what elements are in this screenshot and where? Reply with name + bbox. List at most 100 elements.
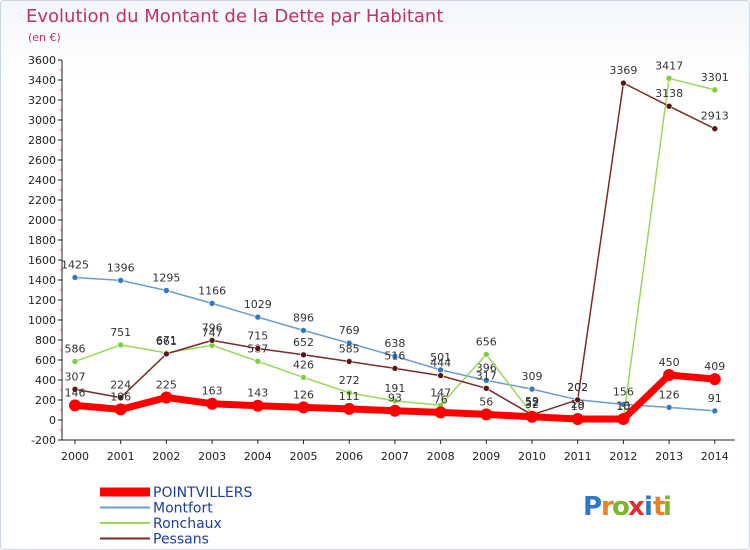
brand-logo-letter: P (583, 492, 602, 522)
data-label-pessans: 661 (156, 335, 177, 348)
data-point-pointvillers (160, 391, 173, 404)
data-point-montfort (254, 313, 262, 321)
data-label-montfort: 1029 (244, 298, 272, 311)
legend-label-pointvillers: POINTVILLERS (153, 485, 252, 501)
y-tick-label: 1800 (28, 234, 56, 247)
y-tick-label: 3600 (28, 54, 56, 67)
data-label-ronchaux: 3417 (655, 59, 683, 72)
data-label-pointvillers: 56 (479, 395, 493, 408)
data-point-pessans (300, 351, 307, 359)
x-tick-label: 2006 (335, 450, 363, 463)
data-point-montfort (163, 287, 170, 294)
data-point-pointvillers (297, 401, 310, 414)
data-point-ronchaux (117, 341, 124, 349)
data-point-pointvillers (388, 404, 401, 417)
data-label-ronchaux: 747 (202, 326, 223, 339)
data-point-montfort (711, 407, 719, 415)
brand-logo-letter: x (628, 492, 645, 522)
y-tick-label: 2200 (28, 194, 56, 207)
data-point-pointvillers (526, 410, 538, 423)
y-tick-label: 3400 (28, 74, 56, 87)
legend-label-pessans: Pessans (153, 532, 209, 548)
legend-label-ronchaux: Ronchaux (153, 516, 222, 532)
data-point-montfort (665, 404, 673, 411)
data-point-pessans (482, 384, 490, 392)
data-label-montfort: 1166 (198, 284, 226, 297)
data-label-pointvillers: 10 (571, 400, 585, 413)
data-label-pessans: 317 (476, 369, 497, 382)
data-point-pointvillers (114, 403, 127, 416)
data-label-montfort: 1295 (152, 272, 180, 285)
chart-title: Evolution du Montant de la Dette par Hab… (26, 6, 444, 27)
data-label-montfort: 638 (384, 337, 405, 350)
legend-label-montfort: Montfort (153, 501, 213, 517)
data-label-pessans: 224 (110, 379, 131, 392)
data-label-montfort: 202 (567, 381, 588, 394)
data-point-pessans (71, 385, 79, 393)
data-label-pointvillers: 76 (434, 393, 448, 406)
data-label-pointvillers: 126 (293, 388, 314, 401)
data-label-pessans: 307 (65, 370, 86, 383)
data-label-pessans: 2913 (701, 110, 729, 123)
brand-logo-letter: r (601, 492, 614, 522)
data-point-pointvillers (434, 406, 447, 419)
data-label-pointvillers: 163 (202, 385, 223, 398)
data-label-ronchaux: 751 (110, 326, 131, 339)
data-label-pessans: 3369 (609, 64, 637, 77)
data-point-ronchaux (391, 397, 399, 405)
data-point-pointvillers (206, 397, 219, 410)
data-label-pessans: 3138 (655, 87, 683, 100)
data-label-pointvillers: 146 (65, 386, 86, 399)
data-label-montfort: 1425 (61, 259, 89, 272)
data-label-montfort: 126 (659, 388, 680, 401)
y-tick-label: 1000 (28, 314, 56, 327)
data-label-pessans: 52 (525, 396, 539, 409)
data-point-pessans (437, 372, 444, 379)
data-label-pointvillers: 225 (156, 379, 177, 392)
brand-logo-letter: i (644, 492, 653, 522)
data-point-pessans (574, 396, 582, 404)
data-label-pointvillers: 32 (525, 398, 539, 411)
data-point-pointvillers (480, 408, 493, 421)
data-point-montfort (482, 377, 490, 384)
data-label-pointvillers: 111 (339, 390, 360, 403)
data-point-pointvillers (251, 399, 264, 412)
y-tick-label: 2000 (28, 214, 56, 227)
data-point-pessans (163, 350, 170, 358)
brand-logo-letter: i (663, 492, 672, 522)
data-label-ronchaux: 147 (430, 386, 451, 399)
data-label-pessans: 202 (567, 381, 588, 394)
data-label-pointvillers: 106 (110, 390, 131, 403)
data-point-montfort (117, 277, 124, 284)
data-label-ronchaux: 656 (476, 335, 497, 348)
data-point-montfort (391, 352, 399, 360)
data-label-ronchaux: 671 (156, 334, 177, 347)
data-point-montfort (345, 339, 353, 347)
data-label-pessans: 444 (430, 357, 451, 370)
data-point-pessans (665, 102, 673, 110)
y-tick-label: 2600 (28, 154, 56, 167)
data-point-pessans (208, 337, 216, 344)
data-point-ronchaux (254, 357, 262, 365)
data-point-pointvillers (663, 369, 676, 381)
data-label-pointvillers: 409 (704, 360, 725, 373)
data-point-montfort (71, 274, 79, 281)
data-label-ronchaux: 272 (339, 374, 360, 387)
series-line-pessans (74, 82, 716, 416)
x-tick-label: 2004 (244, 450, 272, 463)
data-label-pointvillers: 450 (659, 356, 680, 369)
data-point-pessans (711, 125, 719, 132)
data-point-montfort (528, 385, 536, 393)
data-label-ronchaux: 13 (616, 400, 630, 413)
data-label-montfort: 896 (293, 311, 314, 324)
brand-logo-letter: t (653, 492, 665, 522)
data-label-montfort: 769 (339, 324, 360, 337)
data-point-pessans (117, 394, 124, 401)
data-point-pointvillers (617, 413, 630, 425)
data-label-ronchaux: 191 (384, 382, 405, 395)
data-point-pointvillers (343, 402, 356, 415)
data-point-ronchaux (71, 358, 79, 365)
unit-label: (en €) (28, 31, 61, 44)
data-point-pessans (620, 79, 627, 87)
